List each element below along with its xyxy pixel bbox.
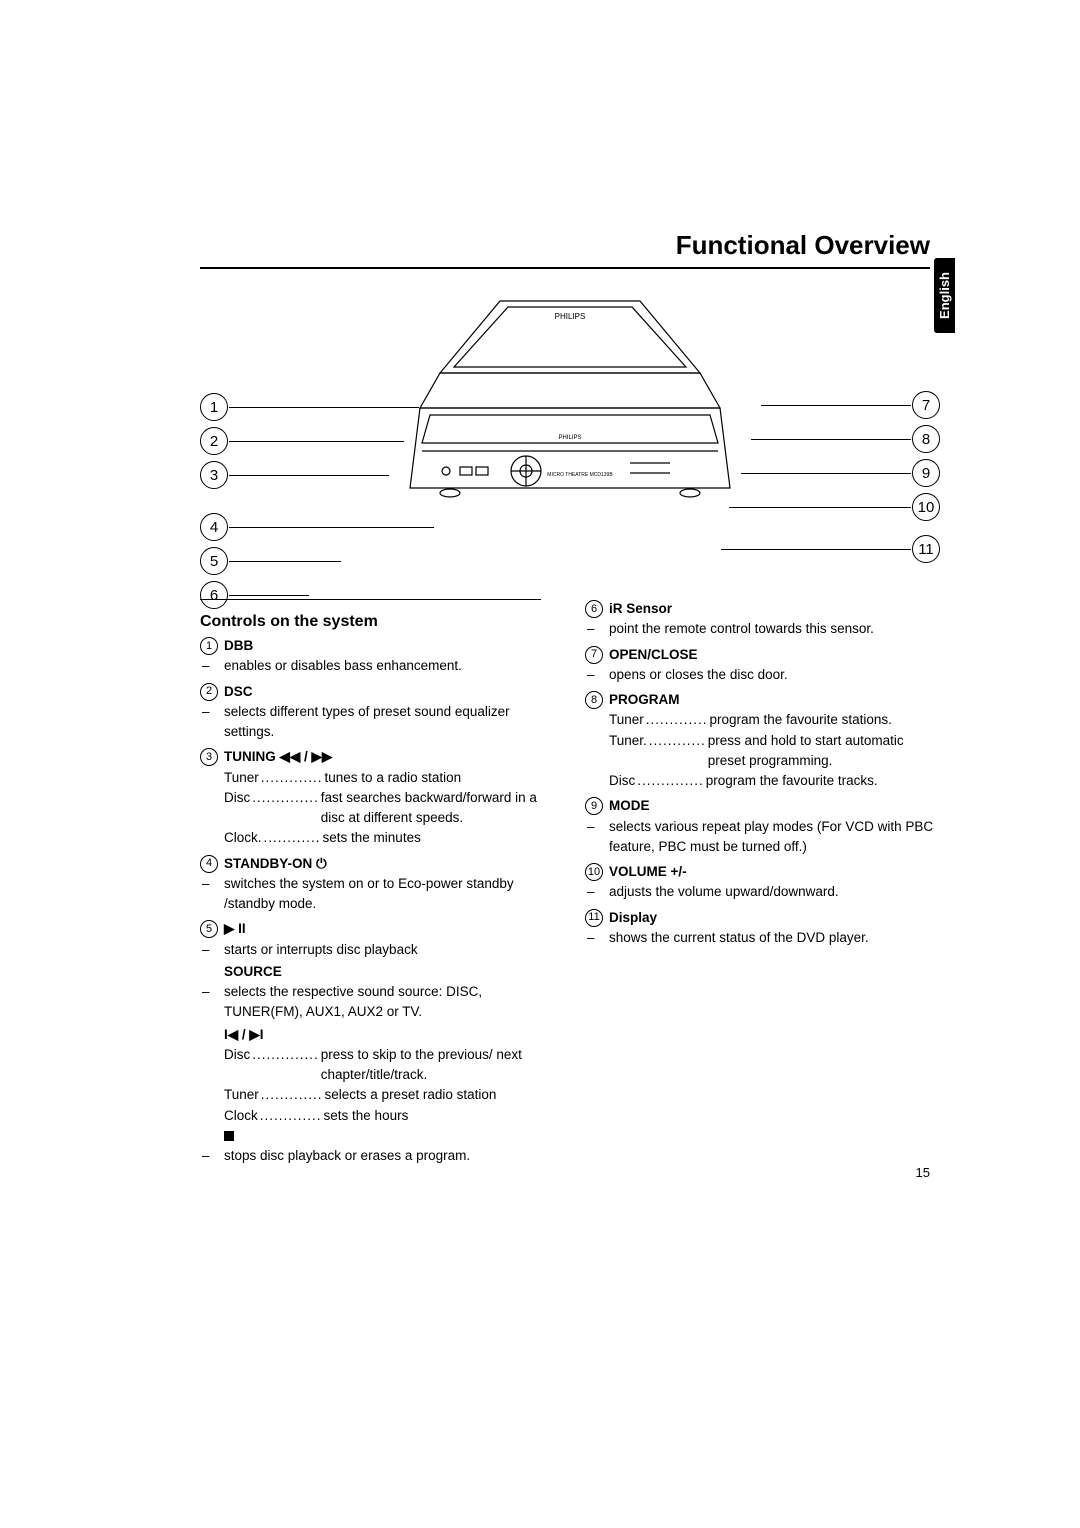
item-number: 2 <box>200 683 218 701</box>
description-line: –selects various repeat play modes (For … <box>585 817 940 858</box>
key-value-line: Tuner.............program the favourite … <box>585 710 940 730</box>
key-value-line: Disc..............fast searches backward… <box>200 788 555 829</box>
control-item: 10 VOLUME +/-–adjusts the volume upward/d… <box>585 862 940 903</box>
callout-4: 4 <box>200 513 228 541</box>
description-line: –selects different types of preset sound… <box>200 702 555 743</box>
description-line: –shows the current status of the DVD pla… <box>585 928 940 948</box>
key-value-line: Disc..............press to skip to the p… <box>200 1045 555 1086</box>
item-header: 3 TUNING ◀◀ / ▶▶ <box>200 747 555 767</box>
key-value-line: Clock.............sets the hours <box>200 1106 555 1126</box>
key-value-line: Tuner.............selects a preset radio… <box>200 1085 555 1105</box>
description-line: – starts or interrupts disc playback <box>200 940 555 960</box>
control-item: 9 MODE–selects various repeat play modes … <box>585 796 940 857</box>
control-item: 4 STANDBY-ON ⏻–switches the system on or … <box>200 854 555 915</box>
item-number: 7 <box>585 646 603 664</box>
description-line: –point the remote control towards this s… <box>585 619 940 639</box>
right-items: 6 iR Sensor–point the remote control towa… <box>585 599 940 948</box>
section-heading: Controls on the system <box>200 610 555 634</box>
control-item: 2 DSC–selects different types of preset s… <box>200 682 555 743</box>
item-title: TUNING ◀◀ / ▶▶ <box>224 747 332 767</box>
device-svg: PHILIPS PHILIPS <box>380 293 760 533</box>
left-items: 1 DBB–enables or disables bass enhancemen… <box>200 636 555 1166</box>
sub-heading: SOURCE <box>200 962 555 982</box>
key-value-line: Clock.............sets the minutes <box>200 828 555 848</box>
left-column: Controls on the system 1 DBB–enables or d… <box>200 599 555 1171</box>
item-number: 4 <box>200 855 218 873</box>
title-rule <box>200 267 930 269</box>
control-item: 3 TUNING ◀◀ / ▶▶Tuner.............tunes t… <box>200 747 555 848</box>
callout-1: 1 <box>200 393 228 421</box>
callout-2: 2 <box>200 427 228 455</box>
callout-7: 7 <box>912 391 940 419</box>
glyph-line: I◀ / ▶I <box>200 1025 555 1045</box>
device-illustration: PHILIPS PHILIPS <box>380 293 760 533</box>
control-item: 5 ▶ II– starts or interrupts disc playbac… <box>200 919 555 1166</box>
item-title: Display <box>609 908 657 928</box>
item-title: ▶ II <box>224 919 246 939</box>
control-item: 11 Display–shows the current status of th… <box>585 908 940 949</box>
item-header: 10 VOLUME +/- <box>585 862 940 882</box>
key-value-line: Tuner.............tunes to a radio stati… <box>200 768 555 788</box>
svg-text:PHILIPS: PHILIPS <box>555 312 586 321</box>
page-number: 15 <box>916 1165 930 1180</box>
description-line: –opens or closes the disc door. <box>585 665 940 685</box>
item-header: 9 MODE <box>585 796 940 816</box>
item-title: MODE <box>609 796 650 816</box>
description-line: –enables or disables bass enhancement. <box>200 656 555 676</box>
description-line: –adjusts the volume upward/downward. <box>585 882 940 902</box>
key-value-line: Disc..............program the favourite … <box>585 771 940 791</box>
callout-3: 3 <box>200 461 228 489</box>
item-number: 9 <box>585 797 603 815</box>
stop-icon <box>200 1126 555 1146</box>
svg-text:PHILIPS: PHILIPS <box>558 435 581 441</box>
section-rule <box>200 599 541 600</box>
callout-11: 11 <box>912 535 940 563</box>
item-title: iR Sensor <box>609 599 672 619</box>
description-line: –switches the system on or to Eco-power … <box>200 874 555 915</box>
callout-9: 9 <box>912 459 940 487</box>
right-column: 6 iR Sensor–point the remote control towa… <box>585 599 940 1171</box>
description-line: –stops disc playback or erases a program… <box>200 1146 555 1166</box>
description-line: –selects the respective sound source: DI… <box>200 982 555 1023</box>
callout-5: 5 <box>200 547 228 575</box>
item-number: 11 <box>585 909 603 927</box>
callout-10: 10 <box>912 493 940 521</box>
control-item: 6 iR Sensor–point the remote control towa… <box>585 599 940 640</box>
item-number: 5 <box>200 920 218 938</box>
content-columns: Controls on the system 1 DBB–enables or d… <box>200 599 940 1171</box>
item-title: VOLUME +/- <box>609 862 687 882</box>
item-title: DSC <box>224 682 253 702</box>
device-diagram: PHILIPS PHILIPS <box>200 283 940 573</box>
control-item: 8 PROGRAMTuner.............program the fa… <box>585 690 940 791</box>
right-callouts: 7 8 9 10 11 <box>912 391 940 563</box>
item-title: STANDBY-ON ⏻ <box>224 854 327 874</box>
item-title: DBB <box>224 636 253 656</box>
manual-page: Functional Overview English PHILIPS PHIL… <box>0 0 1080 1231</box>
callout-8: 8 <box>912 425 940 453</box>
item-number: 1 <box>200 637 218 655</box>
item-number: 3 <box>200 748 218 766</box>
svg-text:MICRO THEATRE MCD139B: MICRO THEATRE MCD139B <box>547 472 613 478</box>
item-title: OPEN/CLOSE <box>609 645 698 665</box>
item-header: 5 ▶ II <box>200 919 555 939</box>
item-header: 4 STANDBY-ON ⏻ <box>200 854 555 874</box>
item-header: 7 OPEN/CLOSE <box>585 645 940 665</box>
item-header: 8 PROGRAM <box>585 690 940 710</box>
item-title: PROGRAM <box>609 690 680 710</box>
left-callouts: 1 2 3 4 5 6 <box>200 393 228 609</box>
page-title: Functional Overview <box>200 230 940 261</box>
item-header: 6 iR Sensor <box>585 599 940 619</box>
control-item: 7 OPEN/CLOSE–opens or closes the disc doo… <box>585 645 940 686</box>
item-number: 6 <box>585 600 603 618</box>
item-header: 1 DBB <box>200 636 555 656</box>
control-item: 1 DBB–enables or disables bass enhancemen… <box>200 636 555 677</box>
item-number: 8 <box>585 691 603 709</box>
item-header: 2 DSC <box>200 682 555 702</box>
key-value-line: Tuner.............press and hold to star… <box>585 731 940 772</box>
item-number: 10 <box>585 863 603 881</box>
item-header: 11 Display <box>585 908 940 928</box>
callout-6: 6 <box>200 581 228 609</box>
